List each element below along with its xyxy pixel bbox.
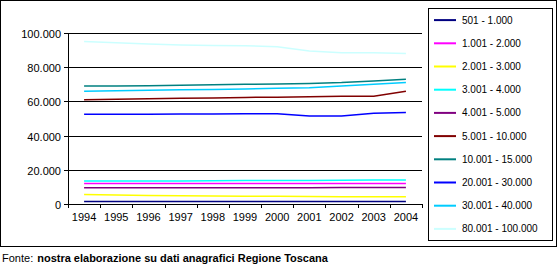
x-axis bbox=[68, 204, 422, 205]
x-tick bbox=[325, 204, 326, 208]
x-tick-label: 2001 bbox=[297, 211, 321, 223]
x-tick-label: 2002 bbox=[329, 211, 353, 223]
y-tick-label: 40.000 bbox=[27, 131, 61, 143]
series-line bbox=[84, 201, 406, 203]
legend-box bbox=[429, 9, 553, 241]
y-tick bbox=[64, 136, 68, 137]
series-line bbox=[84, 42, 406, 54]
grid-line bbox=[68, 170, 422, 171]
grid-line bbox=[68, 101, 422, 102]
y-tick-label: 0 bbox=[55, 199, 61, 211]
y-tick bbox=[64, 101, 68, 102]
x-tick-label: 1995 bbox=[104, 211, 128, 223]
x-tick-label: 2000 bbox=[265, 211, 289, 223]
source-text: nostra elaborazione su dati anagrafici R… bbox=[37, 252, 329, 264]
x-tick bbox=[229, 204, 230, 208]
legend-label: 10.001 - 15.000 bbox=[462, 154, 532, 165]
grid-line bbox=[68, 136, 422, 137]
x-tick-label: 1994 bbox=[72, 211, 96, 223]
y-tick-label: 100.000 bbox=[21, 28, 61, 40]
series-line bbox=[84, 113, 406, 116]
plot-lines bbox=[84, 42, 406, 202]
y-axis bbox=[68, 33, 69, 204]
legend-swatch bbox=[434, 89, 456, 91]
x-tick-label: 2004 bbox=[394, 211, 418, 223]
legend-label: 501 - 1.000 bbox=[462, 15, 513, 26]
y-tick bbox=[64, 33, 68, 34]
series-line bbox=[84, 187, 406, 189]
source: Fonte: nostra elaborazione su dati anagra… bbox=[2, 252, 329, 264]
x-tick bbox=[132, 204, 133, 208]
x-tick bbox=[390, 204, 391, 208]
x-tick bbox=[100, 204, 101, 208]
x-tick bbox=[197, 204, 198, 208]
series-line bbox=[84, 183, 406, 185]
legend-swatch bbox=[434, 228, 456, 230]
x-tick-label: 1998 bbox=[201, 211, 225, 223]
legend-label: 4.001 - 5.000 bbox=[462, 107, 521, 118]
legend-label: 20.001 - 30.000 bbox=[462, 177, 532, 188]
x-tick bbox=[261, 204, 262, 208]
x-tick-label: 1996 bbox=[136, 211, 160, 223]
x-tick bbox=[165, 204, 166, 208]
series-line bbox=[84, 179, 406, 181]
legend-swatch bbox=[434, 112, 456, 114]
legend-swatch bbox=[434, 205, 456, 207]
grid-line bbox=[68, 204, 422, 205]
x-tick bbox=[68, 204, 69, 208]
legend-swatch bbox=[434, 158, 456, 160]
y-tick bbox=[64, 170, 68, 171]
y-tick-label: 20.000 bbox=[27, 165, 61, 177]
legend-label: 3.001 - 4.000 bbox=[462, 84, 521, 95]
legend-label: 5.001 - 10.000 bbox=[462, 131, 527, 142]
series-line bbox=[84, 83, 406, 92]
grid-line bbox=[68, 33, 422, 34]
chart: 0 20.000 40.000 60.000 80.000 100.000 1994 1995… bbox=[0, 0, 559, 269]
y-tick bbox=[64, 204, 68, 205]
legend-label: 2.001 - 3.000 bbox=[462, 61, 521, 72]
y-tick-label: 60.000 bbox=[27, 96, 61, 108]
legend-swatch bbox=[434, 42, 456, 44]
source-label: Fonte: bbox=[2, 252, 33, 264]
legend-swatch bbox=[434, 19, 456, 21]
legend-label: 1.001 - 2.000 bbox=[462, 38, 521, 49]
grid-line bbox=[68, 67, 422, 68]
x-tick bbox=[358, 204, 359, 208]
x-tick bbox=[422, 204, 423, 208]
chart-frame bbox=[1, 1, 557, 247]
x-tick bbox=[293, 204, 294, 208]
x-tick-label: 2003 bbox=[361, 211, 385, 223]
series-line bbox=[84, 195, 406, 197]
y-tick bbox=[64, 67, 68, 68]
legend-swatch bbox=[434, 135, 456, 137]
legend-label: 30.001 - 40.000 bbox=[462, 200, 532, 211]
legend-label: 80.001 - 100.000 bbox=[462, 223, 538, 234]
legend-swatch bbox=[434, 66, 456, 68]
y-tick-label: 80.000 bbox=[27, 62, 61, 74]
x-tick-label: 1999 bbox=[233, 211, 257, 223]
series-line bbox=[84, 91, 406, 100]
x-tick-label: 1997 bbox=[168, 211, 192, 223]
legend-swatch bbox=[434, 182, 456, 184]
